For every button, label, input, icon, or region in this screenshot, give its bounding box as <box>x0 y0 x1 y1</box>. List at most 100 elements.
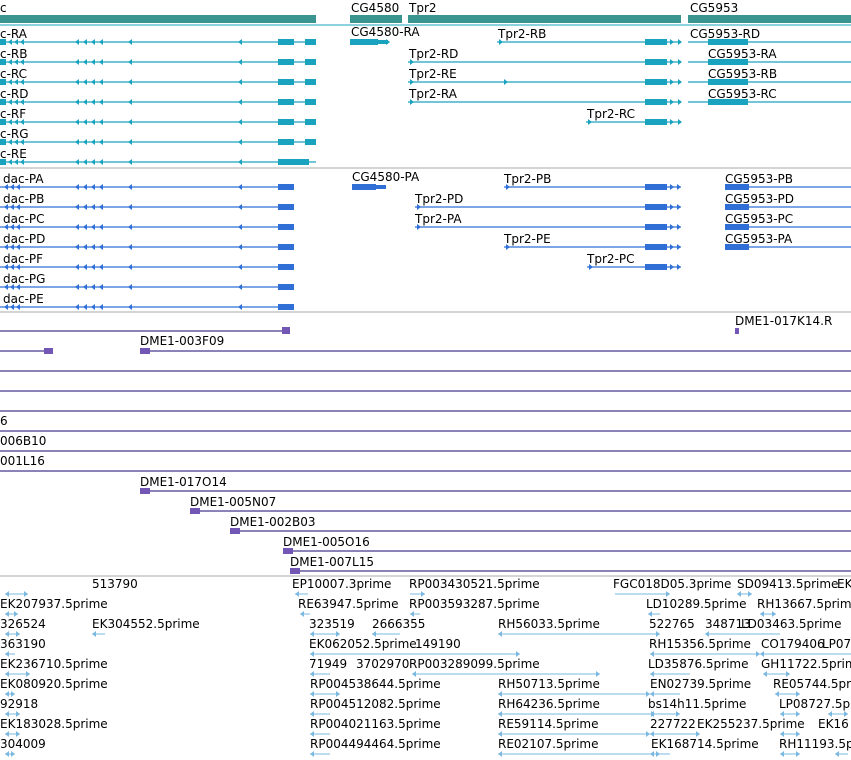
transcript-label: c-RF <box>0 107 26 121</box>
clone-label: DME1-017O14 <box>140 475 227 489</box>
strand-arrow-left <box>75 224 79 230</box>
exon-block <box>645 224 667 230</box>
exon-block <box>278 139 294 145</box>
gene-label: Tpr2 <box>408 1 437 15</box>
strand-arrow-left <box>91 159 95 165</box>
strand-arrow-left <box>83 204 87 210</box>
est-label: RH64236.5prime <box>498 697 600 711</box>
strand-arrow-right <box>670 204 674 210</box>
exon-block <box>278 59 294 65</box>
exon-block <box>278 204 294 210</box>
strand-arrow-left <box>780 751 784 757</box>
est-label: LP08727.5prime <box>779 697 851 711</box>
est-label: EK236710.5prime <box>0 657 108 671</box>
clone-end <box>735 328 739 334</box>
strand-arrow-left <box>238 264 242 270</box>
strand-arrow-left <box>8 159 12 165</box>
strand-arrow-left <box>650 671 654 677</box>
exon-block <box>645 59 667 65</box>
strand-arrow-left <box>310 631 314 637</box>
strand-arrow-left <box>20 79 24 85</box>
strand-arrow-right <box>16 731 20 737</box>
exon-block <box>645 244 667 250</box>
exon-block <box>305 39 316 45</box>
strand-arrow-left <box>5 631 9 637</box>
strand-arrow-left <box>83 184 87 190</box>
exon-block <box>305 59 316 65</box>
strand-arrow-left <box>650 711 654 717</box>
est-label: RP003593287.5prime <box>409 597 540 611</box>
strand-arrow-left <box>20 119 24 125</box>
est-label: 323519 <box>309 617 355 631</box>
strand-arrow-left <box>650 691 654 697</box>
gene-label: c <box>0 1 7 15</box>
strand-arrow-left <box>10 184 14 190</box>
strand-arrow-right <box>670 59 674 65</box>
est-label: CO179406 <box>761 637 825 651</box>
est-label: RH56033.5prime <box>498 617 600 631</box>
est-label: RE05744.5prime <box>773 677 851 691</box>
est-label: RP003430521.5prime <box>409 577 540 591</box>
strand-arrow-left <box>238 204 242 210</box>
exon-block <box>278 119 294 125</box>
exon-block <box>645 79 667 85</box>
clone-end <box>190 508 200 514</box>
exon-block <box>378 40 388 44</box>
exon-block <box>278 304 294 310</box>
strand-arrow-right <box>14 611 18 617</box>
strand-arrow-left <box>20 139 24 145</box>
est-label: 149190 <box>415 637 461 651</box>
est-label: EP10007.3prime <box>292 577 391 591</box>
strand-arrow-left <box>83 284 87 290</box>
exon-block <box>278 39 294 45</box>
est-label: 92918 <box>0 697 38 711</box>
strand-arrow-left <box>310 751 314 757</box>
strand-arrow-left <box>20 39 24 45</box>
strand-arrow-left <box>10 224 14 230</box>
strand-arrow-left <box>10 264 14 270</box>
strand-arrow-left <box>8 79 12 85</box>
cds-label: CG5953-PD <box>725 192 794 206</box>
transcript-label: c-RD <box>0 87 29 101</box>
strand-arrow-left <box>14 39 18 45</box>
exon-block <box>278 284 294 290</box>
strand-arrow-left <box>10 204 14 210</box>
strand-arrow-left <box>238 184 242 190</box>
strand-arrow-left <box>20 99 24 105</box>
strand-arrow-left <box>91 204 95 210</box>
est-label: EK168714.5prime <box>651 737 759 751</box>
strand-arrow-left <box>4 284 8 290</box>
strand-arrow-right <box>677 264 681 270</box>
exon-block <box>0 139 6 145</box>
cds-label: CG4580-PA <box>352 170 420 184</box>
exon-block <box>0 159 6 165</box>
strand-arrow-left <box>75 304 79 310</box>
exon-block <box>278 99 294 105</box>
clone-label: 001L16 <box>0 454 45 468</box>
clone-end <box>283 548 293 554</box>
cds-label: dac-PC <box>3 212 45 226</box>
strand-arrow-left <box>99 79 103 85</box>
exon-block <box>350 39 378 45</box>
clone-label: DME1-005N07 <box>190 495 276 509</box>
strand-arrow-left <box>775 691 779 697</box>
exon-block <box>305 99 316 105</box>
clone-label: DME1-003F09 <box>140 334 224 348</box>
strand-arrow-right <box>677 204 681 210</box>
exon-block <box>376 185 386 189</box>
exon-block <box>0 119 6 125</box>
exon-block <box>0 79 6 85</box>
gene-label: CG5953 <box>690 1 738 15</box>
strand-arrow-right <box>504 79 508 85</box>
strand-arrow-left <box>498 711 502 717</box>
est-label: LP07 <box>822 637 851 651</box>
strand-arrow-left <box>91 59 95 65</box>
strand-arrow-left <box>410 611 414 617</box>
strand-arrow-right <box>417 204 421 210</box>
strand-arrow-right <box>748 591 752 597</box>
strand-arrow-left <box>14 99 18 105</box>
strand-arrow-left <box>8 119 12 125</box>
strand-arrow-left <box>498 691 502 697</box>
est-label: EK183028.5prime <box>0 717 108 731</box>
strand-arrow-left <box>310 711 314 717</box>
